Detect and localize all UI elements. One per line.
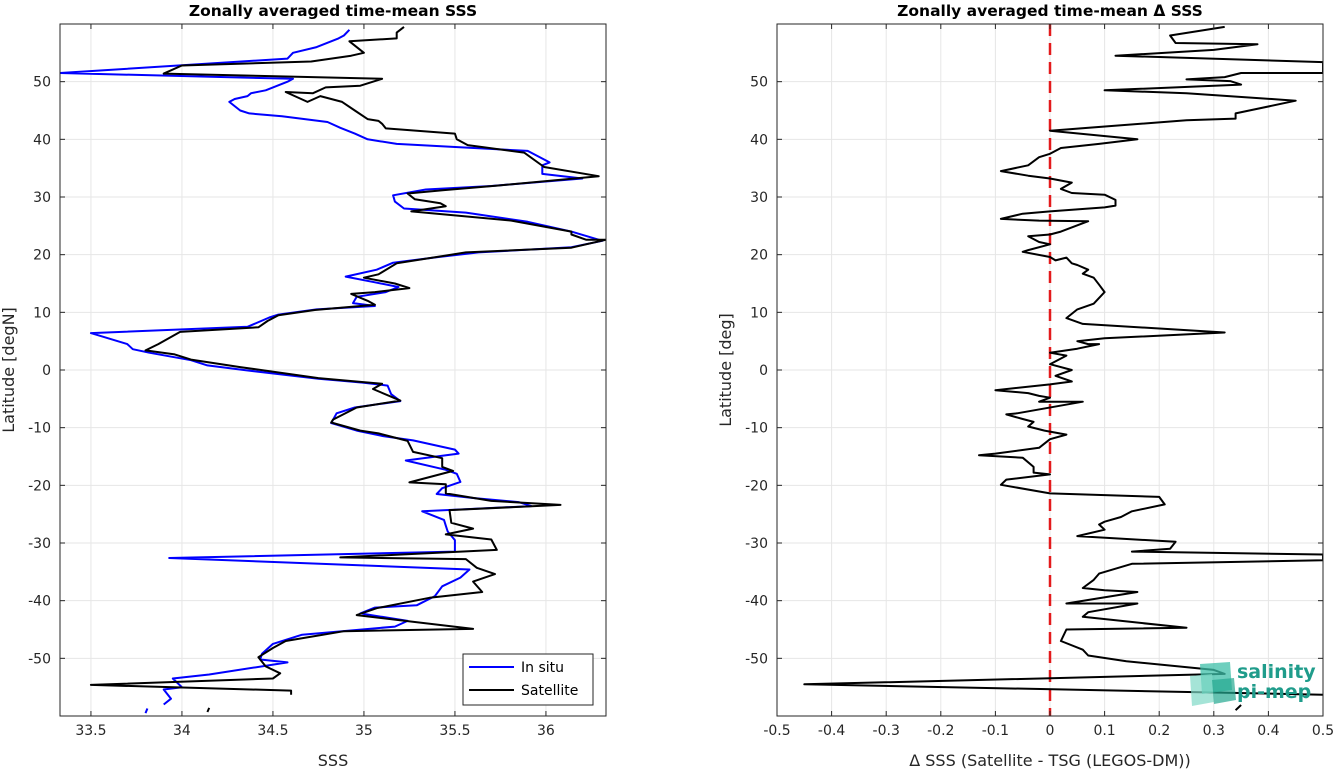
delta-sss-panel: -0.5 -0.4 -0.3 -0.2 -0.1 0 0.1 0.2 0.3 0.4 0.5 -50 -… (716, 2, 1334, 769)
x-tick-label: 0.3 (1203, 723, 1225, 739)
axes-box (776, 23, 1324, 717)
plot-area (803, 24, 1323, 716)
y-axis-label: Latitude [deg] (716, 313, 735, 427)
y-tick-label: 0 (42, 363, 51, 379)
legend-label-in-situ: In situ (521, 660, 564, 676)
logo-text-salinity: salinity (1237, 661, 1316, 683)
y-tick-label: -20 (28, 478, 51, 494)
x-tick-label: -0.3 (873, 723, 900, 739)
y-tick-label: 10 (750, 305, 768, 321)
legend: In situ Satellite (462, 653, 594, 706)
x-tick-label: 0.2 (1148, 723, 1170, 739)
series-fragment (144, 708, 149, 714)
y-tick-label: 50 (33, 75, 51, 91)
y-tick-label: 0 (759, 363, 768, 379)
y-tick-label: -30 (745, 536, 768, 552)
x-tick-label: 34.5 (257, 723, 288, 739)
x-axis-label: SSS (318, 751, 348, 769)
chart-title: Zonally averaged time-mean SSS (189, 2, 477, 20)
x-tick-label: 34 (173, 723, 191, 739)
y-tick-label: -50 (745, 651, 768, 667)
series-fragment (1234, 704, 1242, 711)
y-tick-label: -20 (745, 478, 768, 494)
salinity-pi-mep-logo: salinity pi-mep (1190, 661, 1316, 706)
y-tick-label: 10 (33, 305, 51, 321)
x-tick-label: -0.5 (763, 723, 790, 739)
x-tick-label: 33.5 (75, 723, 106, 739)
y-tick-label: 30 (33, 190, 51, 206)
legend-label-satellite: Satellite (521, 683, 578, 699)
x-tick-label: 35.5 (439, 723, 470, 739)
y-tick-label: 40 (750, 132, 768, 148)
logo-text-pi-mep: pi-mep (1237, 681, 1311, 703)
chart-title: Zonally averaged time-mean Δ SSS (897, 2, 1203, 20)
legend-box (462, 653, 594, 706)
x-tick-label: -0.4 (818, 723, 845, 739)
x-tick-label: 0.4 (1257, 723, 1279, 739)
series-line-satellite (89, 26, 606, 695)
y-tick-label: -40 (745, 594, 768, 610)
y-tick-label: 40 (33, 132, 51, 148)
sss-panel: 33.5 34 34.5 35 35.5 36 -50 -40 -30 -20 -10 0 10 20 30… (0, 2, 607, 769)
x-tick-label: -0.2 (927, 723, 954, 739)
x-tick-label: 0.1 (1093, 723, 1115, 739)
y-tick-label: -40 (28, 594, 51, 610)
y-tick-label: -10 (28, 421, 51, 437)
y-tick-label: 50 (750, 75, 768, 91)
cube-logo-icon (1190, 662, 1236, 706)
y-tick-label: -10 (745, 421, 768, 437)
x-tick-label: 0.5 (1312, 723, 1334, 739)
axes-box (59, 23, 607, 717)
x-axis-label: Δ SSS (Satellite - TSG (LEGOS-DM)) (909, 751, 1191, 769)
y-tick-label: -30 (28, 536, 51, 552)
y-tick-label: 20 (33, 248, 51, 264)
x-tick-label: 35 (355, 723, 373, 739)
x-tick-label: -0.1 (982, 723, 1009, 739)
series-line-delta-sss (803, 25, 1323, 696)
y-tick-label: 30 (750, 190, 768, 206)
y-tick-label: 20 (750, 248, 768, 264)
x-tick-label: 0 (1046, 723, 1055, 739)
series-line-in-situ (60, 29, 604, 706)
y-axis-label: Latitude [degN] (0, 307, 18, 433)
x-tick-label: 36 (537, 723, 555, 739)
y-tick-label: -50 (28, 651, 51, 667)
plot-area (60, 26, 606, 714)
series-fragment (206, 707, 211, 713)
